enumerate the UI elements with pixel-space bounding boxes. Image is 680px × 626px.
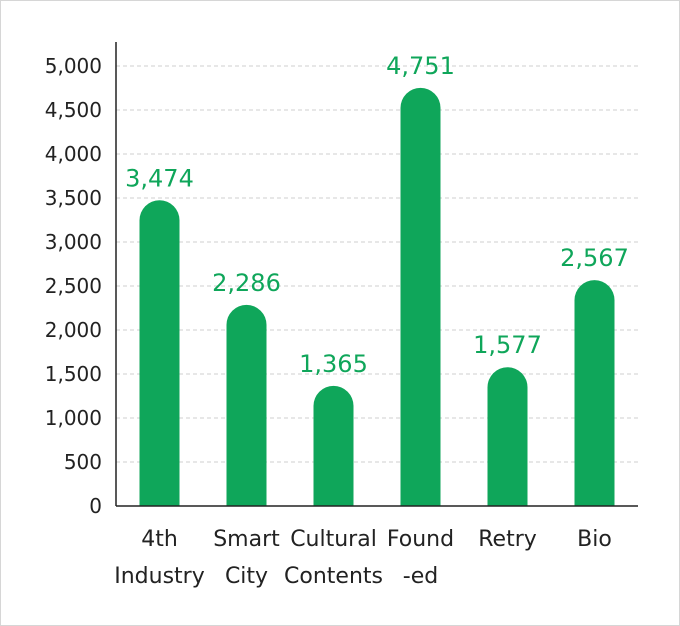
- category-label: Retry: [478, 527, 537, 552]
- category-label: Found: [387, 527, 454, 552]
- value-label: 1,577: [473, 331, 542, 359]
- category-label: Contents: [284, 564, 383, 589]
- y-tick-label: 1,000: [45, 406, 102, 430]
- y-tick-labels: 0 500 1,000 1,500 2,000 2,500 3,000 3,500 4,000 4…: [45, 54, 102, 518]
- category-label: 4th: [141, 527, 178, 552]
- y-tick-label: 3,000: [45, 230, 102, 254]
- category-label: -ed: [403, 564, 438, 589]
- y-tick-label: 1,500: [45, 362, 102, 386]
- gridlines: [116, 65, 638, 463]
- y-tick-label: 0: [89, 494, 102, 518]
- bar: [313, 385, 354, 506]
- value-label: 2,567: [560, 244, 629, 272]
- axes: [115, 42, 638, 507]
- value-labels: 3,474 2,286 1,365 4,751 1,577 2,567: [125, 52, 629, 378]
- category-labels: 4th Industry Smart City Cultural ContentsFoun…: [114, 527, 612, 589]
- bar: [139, 200, 180, 506]
- category-label: City: [225, 564, 268, 589]
- y-tick-label: 5,000: [45, 54, 102, 78]
- y-tick-label: 4,500: [45, 98, 102, 122]
- bar: [487, 367, 528, 506]
- value-label: 1,365: [299, 350, 368, 378]
- value-label: 3,474: [125, 164, 194, 192]
- y-tick-label: 500: [64, 450, 102, 474]
- category-label: Smart: [213, 527, 280, 552]
- value-label: 4,751: [386, 52, 455, 80]
- category-label: Bio: [577, 527, 612, 552]
- y-tick-label: 4,000: [45, 142, 102, 166]
- category-label: Cultural: [290, 527, 377, 552]
- bar: [400, 87, 441, 507]
- y-tick-label: 3,500: [45, 186, 102, 210]
- y-tick-label: 2,000: [45, 318, 102, 342]
- y-tick-label: 2,500: [45, 274, 102, 298]
- value-label: 2,286: [212, 269, 281, 297]
- bar: [574, 280, 615, 506]
- bar: [226, 304, 267, 506]
- bars: [139, 87, 615, 507]
- category-label: Industry: [114, 564, 205, 589]
